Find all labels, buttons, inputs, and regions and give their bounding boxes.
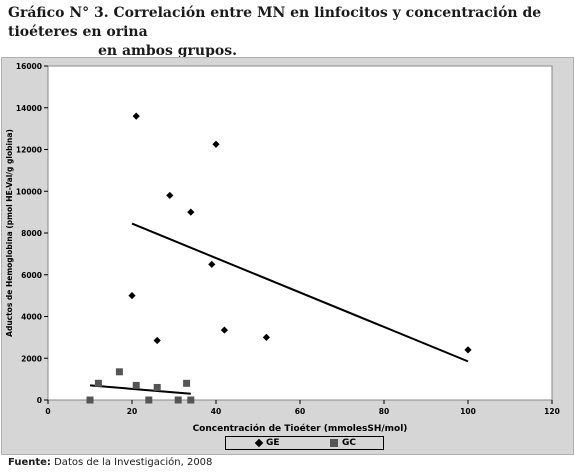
y-tick-label: 14000 bbox=[16, 104, 42, 113]
data-point-gc bbox=[153, 383, 161, 391]
x-tick-label: 120 bbox=[544, 407, 560, 416]
y-tick-label: 4000 bbox=[21, 313, 42, 322]
source-note: Fuente: Datos de la Investigación, 2008 bbox=[8, 457, 212, 468]
legend-item-ge: GE bbox=[254, 438, 280, 448]
square-icon bbox=[330, 438, 338, 447]
y-tick-label: 12000 bbox=[16, 146, 42, 155]
data-point-ge bbox=[464, 346, 472, 354]
data-point-ge bbox=[262, 333, 270, 341]
data-point-gc bbox=[115, 368, 123, 376]
y-tick-label: 10000 bbox=[16, 187, 42, 196]
trendline-gc bbox=[89, 384, 191, 395]
source-label: Fuente: bbox=[8, 457, 51, 468]
data-point-gc bbox=[174, 396, 182, 404]
source-text: Datos de la Investigación, 2008 bbox=[54, 457, 213, 468]
data-point-ge bbox=[166, 191, 174, 200]
data-point-ge bbox=[132, 112, 140, 120]
y-axis-label: Aductos de Hemoglobina (pmol HE-Val/g gl… bbox=[5, 129, 14, 337]
x-tick-label: 40 bbox=[211, 407, 221, 416]
y-tick-label: 16000 bbox=[16, 62, 42, 71]
diamond-icon bbox=[254, 438, 264, 447]
legend-item-gc: GC bbox=[330, 438, 356, 448]
x-tick-label: 0 bbox=[45, 407, 50, 416]
data-point-gc bbox=[86, 396, 94, 404]
data-point-gc bbox=[94, 379, 102, 387]
data-point-ge bbox=[208, 260, 216, 268]
x-tick-label: 100 bbox=[460, 407, 476, 416]
data-point-ge bbox=[220, 326, 228, 334]
plot-area bbox=[47, 65, 553, 401]
x-tick-label: 60 bbox=[295, 407, 305, 416]
data-point-ge bbox=[153, 336, 161, 345]
trendline-ge bbox=[131, 222, 469, 363]
y-tick-label: 0 bbox=[37, 396, 42, 405]
data-point-ge bbox=[212, 140, 220, 148]
chart-title: Gráfico N° 3. Correlación entre MN en li… bbox=[8, 4, 573, 61]
x-tick-label: 80 bbox=[379, 407, 389, 416]
legend-label-gc: GC bbox=[342, 438, 356, 448]
data-point-ge bbox=[128, 292, 136, 300]
x-axis-label: Concentración de Tioéter (mmolesSH/mol) bbox=[193, 423, 408, 434]
y-tick-label: 6000 bbox=[21, 271, 42, 280]
data-point-gc bbox=[132, 381, 140, 389]
legend-label-ge: GE bbox=[266, 438, 280, 448]
y-tick-label: 8000 bbox=[21, 229, 42, 238]
x-tick-label: 20 bbox=[127, 407, 137, 416]
chart-title-line1: Gráfico N° 3. Correlación entre MN en li… bbox=[8, 5, 542, 40]
data-point-ge bbox=[187, 208, 195, 216]
legend: GE GC bbox=[225, 436, 384, 450]
data-point-gc bbox=[183, 379, 191, 387]
data-point-gc bbox=[145, 396, 153, 404]
chart-title-line2: en ambos grupos. bbox=[98, 43, 237, 59]
data-point-gc bbox=[187, 396, 195, 404]
y-tick-label: 2000 bbox=[21, 354, 42, 363]
